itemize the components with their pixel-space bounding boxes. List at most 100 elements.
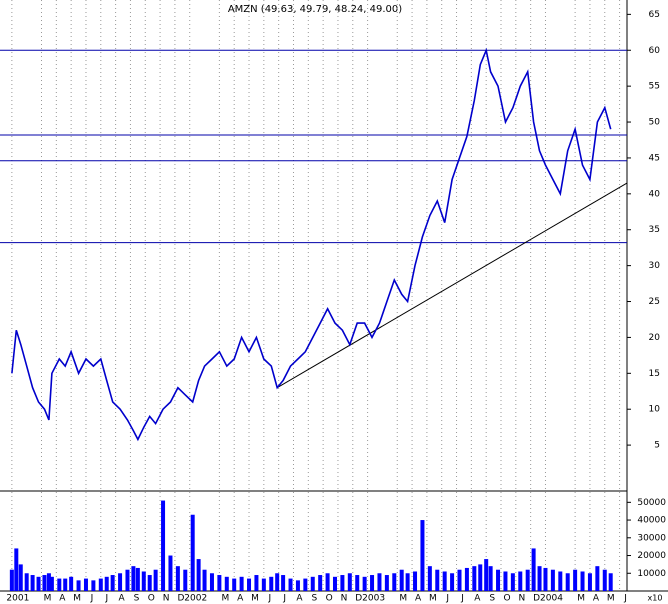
x-tick-label: D xyxy=(355,594,362,604)
volume-bar xyxy=(558,571,563,591)
x-tick-label: M xyxy=(44,594,52,604)
volume-bar xyxy=(496,569,501,591)
volume-bar xyxy=(76,580,81,591)
volume-bar xyxy=(518,571,523,591)
volume-bar xyxy=(420,520,425,591)
volume-bar xyxy=(587,573,592,591)
price-line xyxy=(11,47,612,442)
volume-bar xyxy=(247,578,252,591)
volume-bar xyxy=(168,555,173,591)
volume-bar xyxy=(18,564,23,591)
volume-bar xyxy=(472,566,477,591)
trend-line xyxy=(276,182,628,389)
x-tick-label: M xyxy=(73,594,81,604)
x-tick-label: M xyxy=(429,594,437,604)
volume-bar xyxy=(602,569,607,591)
x-tick-label: S xyxy=(311,594,317,604)
chart-title: AMZN (49.63, 49.79, 48.24, 49.00) xyxy=(228,4,402,15)
y-tick-label: 50 xyxy=(649,118,661,128)
y-tick-label: 45 xyxy=(649,153,660,163)
volume-bar xyxy=(269,576,274,591)
volume-bar xyxy=(347,573,352,591)
x-tick-label: A xyxy=(593,594,600,604)
volume-bar xyxy=(295,580,300,591)
volume-bar xyxy=(224,576,229,591)
y-tick-label: 40 xyxy=(649,189,661,199)
y2-tick-label: 30000 xyxy=(637,533,666,543)
volume-bar xyxy=(565,573,570,591)
volume-bar xyxy=(261,578,266,591)
volume-bar xyxy=(537,566,542,591)
volume-bar xyxy=(595,566,600,591)
y-tick-label: 55 xyxy=(649,82,660,92)
volume-bar xyxy=(98,578,103,591)
volume-bar xyxy=(190,514,195,591)
x-tick-label: N xyxy=(341,594,348,604)
volume-bar xyxy=(303,578,308,591)
x-tick-label: J xyxy=(460,594,464,604)
volume-bar xyxy=(24,573,29,591)
y2-tick-label: 50000 xyxy=(637,498,666,508)
volume-bar xyxy=(525,569,530,591)
volume-bar xyxy=(63,578,68,591)
volume-bar xyxy=(147,575,152,591)
x-tick-label: S xyxy=(489,594,495,604)
volume-bar xyxy=(531,548,536,591)
volume-bar xyxy=(232,578,237,591)
volume-bar xyxy=(399,569,404,591)
x-tick-label: 2002 xyxy=(184,594,207,604)
volume-bar xyxy=(310,576,315,591)
volume-bar xyxy=(30,575,35,591)
volume-bar xyxy=(141,571,146,591)
volume-bar xyxy=(370,575,375,591)
x-tick-label: A xyxy=(474,594,481,604)
volume-bar xyxy=(392,573,397,591)
volume-bar xyxy=(183,569,188,591)
volume-bar xyxy=(125,569,130,591)
volume-bar xyxy=(503,571,508,591)
x-tick-label: M xyxy=(251,594,259,604)
volume-bar xyxy=(442,571,447,591)
y-tick-label: 20 xyxy=(649,333,661,343)
volume-bar xyxy=(457,569,462,591)
volume-bar xyxy=(36,576,41,591)
volume-bar xyxy=(14,548,19,591)
volume-bar xyxy=(175,566,180,591)
volume-bar xyxy=(580,571,585,591)
x-tick-label: N xyxy=(163,594,170,604)
x-tick-label: O xyxy=(326,594,333,604)
volume-bar xyxy=(135,567,140,591)
volume-bar xyxy=(118,573,123,591)
x-tick-label: A xyxy=(59,594,66,604)
volume-bar xyxy=(355,575,360,591)
x-tick-label: J xyxy=(623,594,627,604)
volume-bar xyxy=(384,575,389,591)
volume-bar xyxy=(450,573,455,591)
volume-bar xyxy=(131,566,136,591)
x-tick-label: A xyxy=(415,594,422,604)
volume-bar xyxy=(46,573,51,591)
volume-bar xyxy=(217,575,222,591)
x-tick-label: M xyxy=(399,594,407,604)
x-tick-label: O xyxy=(503,594,510,604)
volume-bar xyxy=(83,578,88,591)
x-tick-label: A xyxy=(237,594,244,604)
volume-bar xyxy=(318,575,323,591)
volume-bar xyxy=(69,576,74,591)
volume-bar xyxy=(239,576,244,591)
volume-bar xyxy=(550,569,555,591)
volume-bar xyxy=(332,576,337,591)
volume-bar xyxy=(202,569,207,591)
volume-bar xyxy=(377,573,382,591)
volume-bar xyxy=(464,567,469,591)
volume-bar xyxy=(161,500,166,591)
y-tick-label: 25 xyxy=(649,297,660,307)
y-tick-label: 35 xyxy=(649,225,660,235)
volume-bar xyxy=(435,569,440,591)
x-tick-label: M xyxy=(577,594,585,604)
volume-unit: x10 xyxy=(648,594,663,603)
y-tick-label: 5 xyxy=(654,441,660,451)
x-tick-label: J xyxy=(90,594,94,604)
volume-bar xyxy=(281,575,286,591)
